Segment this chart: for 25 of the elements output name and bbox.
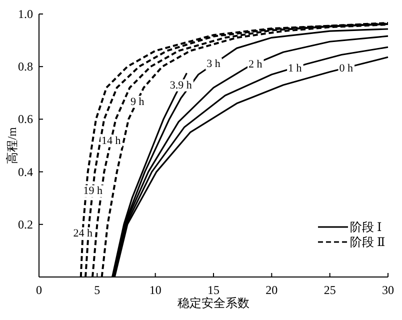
x-tick-label: 20 — [266, 283, 278, 297]
annotation: 19 h — [83, 185, 103, 198]
annotation: 14 h — [102, 135, 122, 148]
y-axis-title: 高程/m — [5, 126, 19, 164]
y-tick-label: 1.0 — [18, 7, 33, 21]
y-tick-label: 0.8 — [18, 60, 33, 74]
annotation: 阶段 Ⅱ — [350, 235, 386, 249]
annotation: 0 h — [339, 62, 354, 75]
annotation: 2 h — [248, 58, 263, 71]
annotation: 24 h — [73, 227, 93, 240]
annotation: 阶段 Ⅰ — [350, 220, 382, 234]
x-tick-label: 25 — [324, 283, 336, 297]
x-tick-label: 30 — [382, 283, 394, 297]
x-axis-title: 稳定安全系数 — [178, 296, 250, 310]
y-tick-label: 0.2 — [18, 217, 33, 232]
y-tick-label: 0.6 — [18, 112, 33, 126]
y-tick-label: 0.4 — [18, 164, 33, 179]
x-tick-label: 0 — [36, 283, 42, 297]
annotation: 3 h — [206, 58, 221, 70]
annotation: 1 h — [288, 62, 302, 74]
x-tick-label: 5 — [94, 283, 100, 297]
x-tick-label: 10 — [149, 283, 162, 297]
annotation: 9 h — [130, 96, 145, 108]
x-tick-label: 15 — [208, 283, 220, 297]
annotation: 3.9 h — [170, 79, 192, 92]
